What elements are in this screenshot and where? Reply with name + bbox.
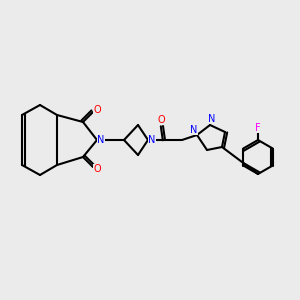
Text: N: N bbox=[190, 125, 198, 135]
Text: F: F bbox=[255, 123, 261, 133]
Text: O: O bbox=[157, 115, 165, 125]
Text: O: O bbox=[93, 105, 101, 115]
Text: N: N bbox=[97, 135, 105, 145]
Text: N: N bbox=[148, 135, 156, 145]
Text: O: O bbox=[93, 164, 101, 174]
Text: N: N bbox=[208, 114, 216, 124]
